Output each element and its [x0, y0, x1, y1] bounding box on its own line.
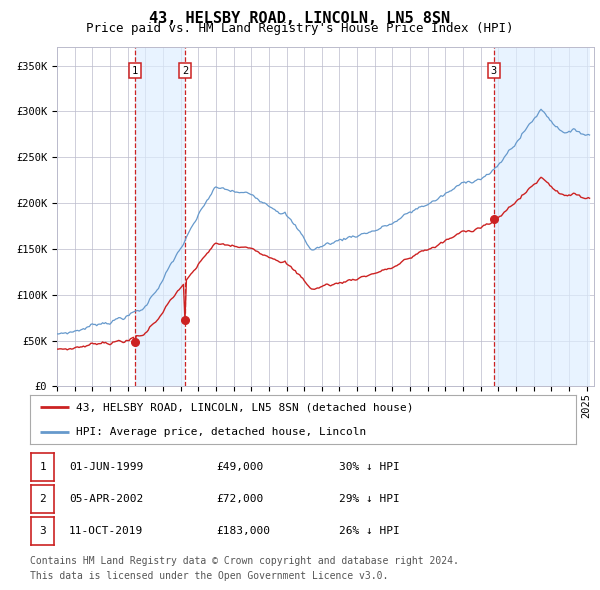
- Text: 2: 2: [39, 494, 46, 504]
- Text: This data is licensed under the Open Government Licence v3.0.: This data is licensed under the Open Gov…: [30, 571, 388, 581]
- Text: 11-OCT-2019: 11-OCT-2019: [69, 526, 143, 536]
- Text: 3: 3: [491, 66, 497, 76]
- Text: 1: 1: [132, 66, 138, 76]
- Text: 2: 2: [182, 66, 188, 76]
- Text: 29% ↓ HPI: 29% ↓ HPI: [339, 494, 400, 504]
- Text: Price paid vs. HM Land Registry's House Price Index (HPI): Price paid vs. HM Land Registry's House …: [86, 22, 514, 35]
- Text: £49,000: £49,000: [216, 463, 263, 472]
- Text: HPI: Average price, detached house, Lincoln: HPI: Average price, detached house, Linc…: [76, 427, 367, 437]
- Text: 05-APR-2002: 05-APR-2002: [69, 494, 143, 504]
- Text: 1: 1: [39, 463, 46, 472]
- Text: 3: 3: [39, 526, 46, 536]
- Bar: [494, 47, 590, 386]
- Text: 01-JUN-1999: 01-JUN-1999: [69, 463, 143, 472]
- Text: Contains HM Land Registry data © Crown copyright and database right 2024.: Contains HM Land Registry data © Crown c…: [30, 556, 459, 566]
- Text: £183,000: £183,000: [216, 526, 270, 536]
- Text: £72,000: £72,000: [216, 494, 263, 504]
- Text: 26% ↓ HPI: 26% ↓ HPI: [339, 526, 400, 536]
- Text: 30% ↓ HPI: 30% ↓ HPI: [339, 463, 400, 472]
- Text: 43, HELSBY ROAD, LINCOLN, LN5 8SN (detached house): 43, HELSBY ROAD, LINCOLN, LN5 8SN (detac…: [76, 402, 414, 412]
- Text: 43, HELSBY ROAD, LINCOLN, LN5 8SN: 43, HELSBY ROAD, LINCOLN, LN5 8SN: [149, 11, 451, 25]
- Bar: [135, 47, 185, 386]
